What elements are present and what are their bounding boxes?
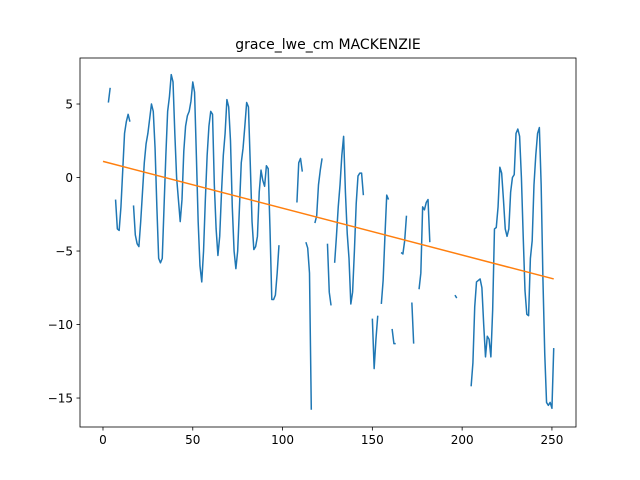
x-tick-label: 100 <box>271 433 294 447</box>
y-tick-label: 0 <box>65 171 73 185</box>
y-tick-label: −10 <box>48 318 73 332</box>
series-line <box>107 73 555 410</box>
chart-title: grace_lwe_cm MACKENZIE <box>235 37 421 53</box>
y-tick-label: 5 <box>65 98 73 112</box>
x-tick-label: 50 <box>185 433 200 447</box>
plot-frame <box>79 57 577 428</box>
y-tick-label: −15 <box>48 392 73 406</box>
x-tick-label: 150 <box>361 433 384 447</box>
x-tick-label: 250 <box>540 433 563 447</box>
x-tick-label: 0 <box>99 433 107 447</box>
y-tick-label: −5 <box>55 245 73 259</box>
x-tick-label: 200 <box>451 433 474 447</box>
series-line <box>102 160 554 280</box>
